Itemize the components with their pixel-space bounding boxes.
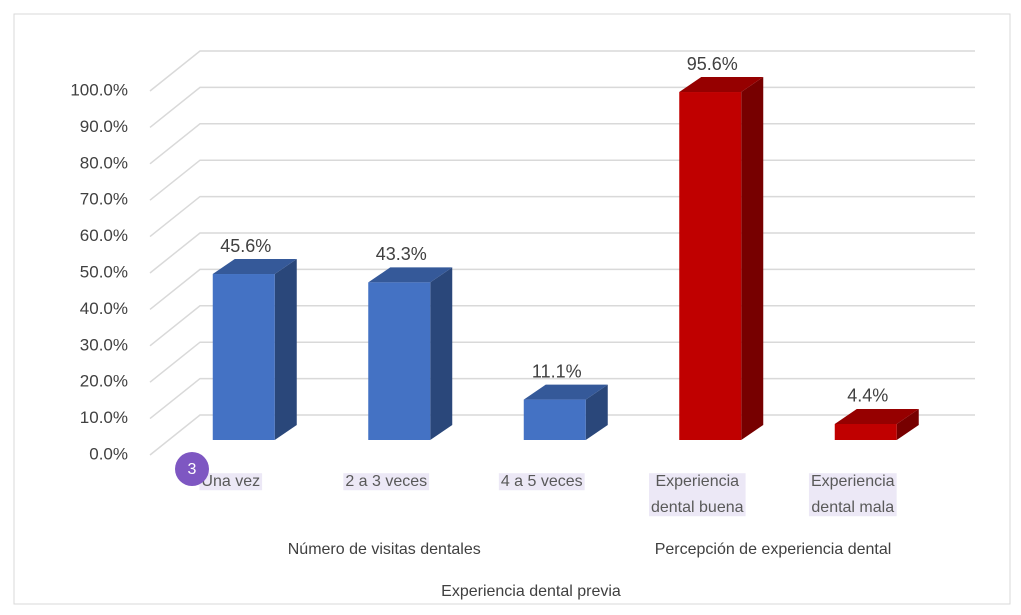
bar	[679, 77, 764, 441]
bar-side	[430, 267, 453, 440]
x-tick-label: 4 a 5 veces	[501, 473, 583, 490]
y-tick-label: 20.0%	[80, 372, 128, 391]
bar-side	[585, 384, 608, 440]
group-label: Percepción de experiencia dental	[655, 541, 892, 558]
x-tick-label: Una vez	[201, 473, 260, 490]
label-highlight	[808, 473, 897, 517]
group-label: Número de visitas dentales	[288, 541, 481, 558]
bar	[523, 384, 608, 440]
data-label: 45.6%	[220, 236, 271, 256]
bar-front	[523, 399, 586, 440]
bar-top	[679, 77, 764, 93]
bar	[212, 259, 297, 440]
y-tick-label: 30.0%	[80, 335, 128, 354]
data-label: 11.1%	[532, 361, 582, 381]
x-tick-label: Experiencia dental mala	[811, 473, 895, 516]
y-tick-label: 70.0%	[80, 190, 128, 209]
y-tick-label: 0.0%	[89, 444, 128, 463]
bar-side	[274, 259, 297, 440]
grid-line	[149, 159, 975, 201]
badge	[175, 452, 209, 486]
y-tick-label: 90.0%	[80, 117, 128, 136]
y-tick-label: 10.0%	[80, 408, 128, 427]
bar-front	[212, 274, 275, 440]
data-label: 4.4%	[847, 386, 888, 406]
bar-top	[834, 408, 919, 424]
bar	[368, 267, 453, 440]
label-highlight	[343, 473, 430, 491]
bar-side	[896, 408, 919, 440]
label-highlight	[498, 473, 585, 491]
bar	[834, 408, 919, 440]
y-tick-label: 40.0%	[80, 299, 128, 318]
data-label: 43.3%	[376, 244, 427, 264]
bar-front	[679, 92, 742, 441]
bar-top	[212, 259, 297, 275]
bar-front	[368, 282, 431, 440]
y-tick-label: 100.0%	[70, 80, 128, 99]
badge-label: 3	[188, 461, 197, 478]
bar-top	[368, 267, 453, 283]
label-highlight	[199, 473, 263, 491]
y-tick-label: 60.0%	[80, 226, 128, 245]
label-highlight	[648, 473, 746, 517]
x-tick-label: Experiencia dental buena	[651, 473, 744, 516]
data-label: 95.6%	[687, 54, 738, 74]
grid-line	[149, 50, 975, 92]
grid-line	[149, 195, 975, 238]
y-tick-label: 50.0%	[80, 262, 128, 281]
y-tick-label: 80.0%	[80, 153, 128, 172]
category-labels: Una vez 2 a 3 veces 4 a 5 veces Experiencia…	[199, 473, 897, 517]
bar-side	[741, 77, 764, 441]
chart-frame	[13, 13, 1011, 605]
x-axis-title: Experiencia dental previa	[441, 583, 621, 600]
grid-line	[149, 123, 975, 165]
bar-front	[834, 423, 897, 440]
grid-line	[149, 86, 975, 128]
x-tick-label: 2 a 3 veces	[345, 473, 427, 490]
bar-top	[523, 384, 608, 400]
